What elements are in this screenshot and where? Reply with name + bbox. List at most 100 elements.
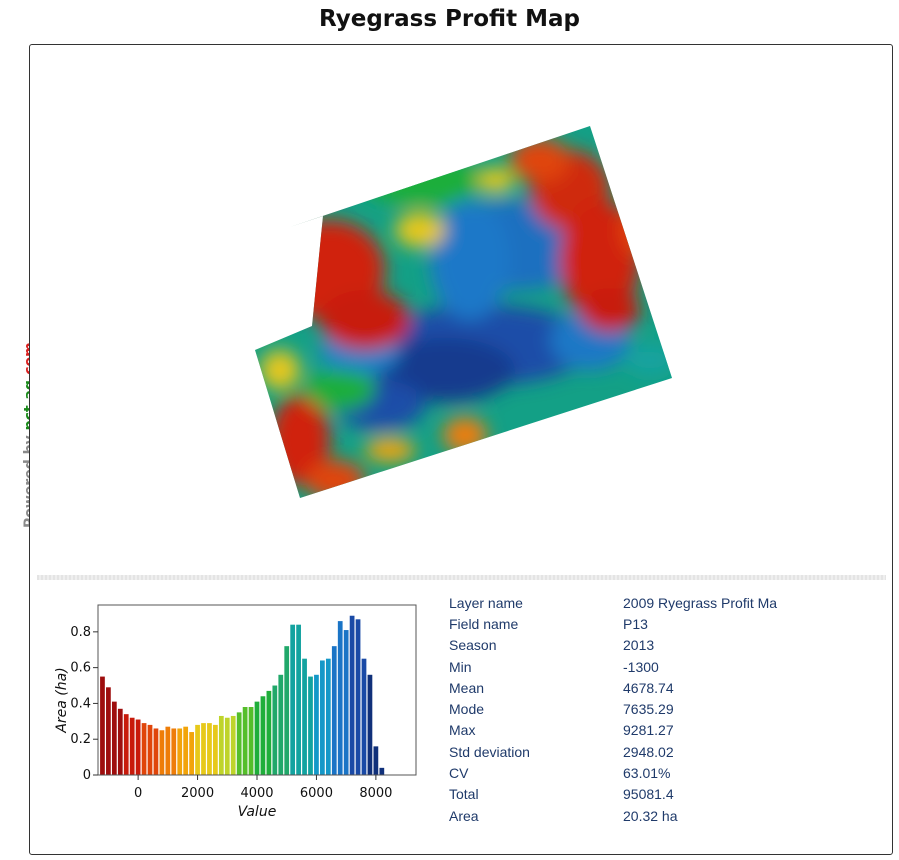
histogram-bar — [147, 724, 153, 775]
histogram-bar — [296, 624, 301, 775]
histogram-bar — [361, 658, 367, 775]
histogram-bar — [195, 724, 200, 775]
x-tick-label: 2000 — [181, 786, 214, 801]
profit-map — [240, 120, 680, 510]
histogram-bar — [325, 658, 331, 775]
stat-row: Area 20.32 ha — [449, 805, 889, 826]
stat-value: 2009 Ryegrass Profit Ma — [623, 594, 778, 611]
histogram-bar — [331, 646, 337, 775]
x-tick-label: 6000 — [300, 786, 333, 801]
histogram-bar — [260, 696, 266, 775]
stat-value: 4678.74 — [623, 679, 674, 696]
histogram-bar — [129, 717, 135, 775]
profit-map-svg — [255, 126, 672, 498]
histogram-bars — [100, 615, 385, 775]
histogram-chart: 0 2000 4000 6000 8000 0 0.2 0.4 0.6 0.8 Value Ar… — [48, 595, 428, 830]
stat-value: 7635.29 — [623, 701, 674, 718]
histogram-bar — [141, 723, 147, 775]
stat-value: 2013 — [623, 637, 655, 654]
histogram-bar — [349, 615, 355, 775]
stat-label: Field name — [449, 615, 519, 632]
y-tick-label: 0.2 — [70, 732, 91, 747]
histogram-bar — [135, 719, 141, 775]
stat-label: Total — [449, 786, 479, 803]
histogram-bar — [189, 732, 194, 775]
histogram-bar — [320, 660, 325, 775]
stat-label: Max — [449, 722, 476, 739]
x-tick-label: 0 — [134, 786, 142, 801]
histogram-bar — [111, 701, 117, 775]
histogram-bar — [308, 676, 313, 775]
field-polygon — [255, 126, 672, 498]
page-title: Ryegrass Profit Map — [319, 6, 580, 32]
stat-row: Season 2013 — [449, 635, 889, 656]
histogram-bar — [242, 707, 248, 775]
stat-value: 9281.27 — [623, 722, 674, 739]
stat-row: Max 9281.27 — [449, 720, 889, 741]
stat-row: Layer name 2009 Ryegrass Profit Ma — [449, 592, 889, 613]
stat-value: 63.01% — [623, 765, 671, 782]
histogram-bar — [183, 726, 189, 775]
histogram-bar — [343, 630, 349, 775]
powered-by-watermark: Powered by pct-ag.com — [2, 320, 38, 530]
histogram-bar — [201, 723, 206, 775]
histogram-bar — [302, 658, 307, 775]
histogram-bar — [117, 708, 123, 775]
stat-row: Min -1300 — [449, 656, 889, 677]
stat-row: Mean 4678.74 — [449, 677, 889, 698]
histogram-bar — [355, 619, 361, 775]
histogram-bar — [254, 701, 260, 775]
histogram-bar — [272, 685, 278, 775]
histogram-bar — [207, 723, 212, 775]
stat-value: 20.32 ha — [623, 807, 678, 824]
stat-row: CV 63.01% — [449, 762, 889, 783]
stat-row: Std deviation 2948.02 — [449, 741, 889, 762]
histogram-bar — [373, 746, 379, 775]
histogram-bar — [123, 714, 129, 775]
y-tick-label: 0.4 — [70, 696, 91, 711]
x-tick-label: 8000 — [359, 786, 392, 801]
histogram-bar — [314, 674, 319, 775]
histogram-bar — [171, 728, 177, 775]
y-axis-ticks: 0 0.2 0.4 0.6 0.8 — [70, 625, 98, 783]
histogram-bar — [284, 646, 290, 775]
stat-label: Min — [449, 658, 472, 675]
histogram-bar — [224, 717, 230, 775]
histogram-bar — [159, 730, 165, 775]
y-axis-label: Area (ha) — [54, 667, 70, 733]
y-tick-label: 0.6 — [70, 661, 91, 676]
stat-label: Mode — [449, 701, 485, 718]
y-tick-label: 0 — [83, 768, 91, 783]
stat-value: 2948.02 — [623, 743, 674, 760]
section-separator — [37, 575, 886, 580]
stat-label: Mean — [449, 679, 485, 696]
histogram-bar — [266, 690, 272, 775]
y-tick-label: 0.8 — [70, 625, 91, 640]
histogram-svg: 0 2000 4000 6000 8000 0 0.2 0.4 0.6 0.8 Value Ar… — [54, 604, 417, 820]
histogram-bar — [290, 624, 296, 775]
histogram-bar — [100, 676, 105, 775]
histogram-bar — [177, 728, 183, 775]
x-axis-ticks: 0 2000 4000 6000 8000 — [134, 775, 392, 801]
stat-value: P13 — [623, 615, 648, 632]
histogram-bar — [236, 712, 242, 775]
histogram-bar — [106, 687, 111, 775]
stat-row: Total 95081.4 — [449, 784, 889, 805]
stat-label: Season — [449, 637, 497, 654]
stat-label: Layer name — [449, 594, 523, 611]
x-tick-label: 4000 — [240, 786, 273, 801]
stat-value: 95081.4 — [623, 786, 674, 803]
stat-label: Std deviation — [449, 743, 530, 760]
histogram-bar — [218, 715, 224, 775]
histogram-bar — [230, 715, 236, 775]
histogram-bar — [367, 674, 373, 775]
histogram-bar — [379, 767, 385, 775]
stat-row: Mode 7635.29 — [449, 698, 889, 719]
stat-value: -1300 — [623, 658, 659, 675]
stat-row: Field name P13 — [449, 613, 889, 634]
histogram-bar — [213, 724, 218, 775]
x-axis-label: Value — [238, 804, 277, 820]
layer-statistics: Layer name 2009 Ryegrass Profit Ma Field n… — [449, 592, 889, 826]
histogram-bar — [337, 621, 343, 775]
histogram-bar — [278, 674, 284, 775]
